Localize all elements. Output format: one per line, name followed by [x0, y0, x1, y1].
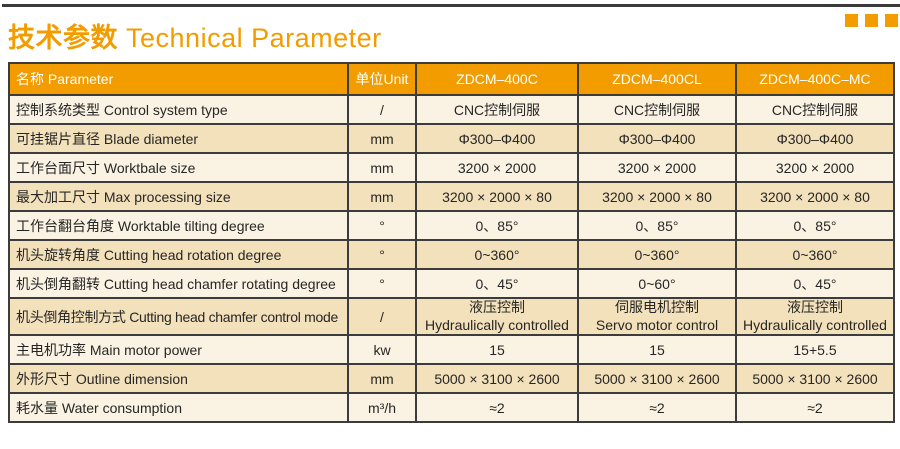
value-cell: 5000 × 3100 × 2600 — [577, 363, 737, 394]
unit-cell: m³/h — [347, 392, 417, 423]
technical-parameter-table: 名称 Parameter 单位Unit ZDCM–400C ZDCM–400CL… — [8, 62, 895, 423]
parameter-cell: 可挂锯片直径 Blade diameter — [8, 123, 349, 154]
value-cell: 3200 × 2000 × 80 — [415, 181, 579, 212]
orange-square-icon — [885, 14, 898, 27]
value-cell: 0、45° — [415, 268, 579, 299]
value-cell: 3200 × 2000 — [735, 152, 895, 183]
table-row: 可挂锯片直径 Blade diameter mm Φ300–Φ400 Φ300–Φ40… — [8, 123, 895, 154]
unit-cell: mm — [347, 363, 417, 394]
value-cell: 15 — [415, 334, 579, 365]
parameter-cell: 外形尺寸 Outline dimension — [8, 363, 349, 394]
parameter-cell: 最大加工尺寸 Max processing size — [8, 181, 349, 212]
value-cell: 0~360° — [577, 239, 737, 270]
page-title: 技术参数 Technical Parameter — [8, 16, 382, 55]
table-row: 机头倒角翻转 Cutting head chamfer rotating deg… — [8, 268, 895, 299]
value-cell: 0、85° — [577, 210, 737, 241]
header-model-zdcm-400c-mc: ZDCM–400C–MC — [735, 62, 895, 96]
orange-square-icon — [845, 14, 858, 27]
unit-cell: / — [347, 94, 417, 125]
table-row: 工作台翻台角度 Worktable tilting degree ° 0、85° 0、… — [8, 210, 895, 241]
value-cell: Φ300–Φ400 — [415, 123, 579, 154]
value-cell: 3200 × 2000 — [415, 152, 579, 183]
header-model-zdcm-400cl: ZDCM–400CL — [577, 62, 737, 96]
unit-cell: kw — [347, 334, 417, 365]
unit-cell: ° — [347, 210, 417, 241]
value-cell: CNC控制伺服 — [415, 94, 579, 125]
value-cell: 0~60° — [577, 268, 737, 299]
orange-square-icon — [865, 14, 878, 27]
value-cell: Φ300–Φ400 — [577, 123, 737, 154]
decor-squares — [845, 14, 898, 27]
value-cell: 液压控制 Hydraulically controlled — [415, 297, 579, 336]
parameter-cell: 控制系统类型 Control system type — [8, 94, 349, 125]
value-cell: ≈2 — [415, 392, 579, 423]
unit-cell: mm — [347, 123, 417, 154]
header-model-zdcm-400c: ZDCM–400C — [415, 62, 579, 96]
unit-cell: mm — [347, 181, 417, 212]
unit-cell: ° — [347, 268, 417, 299]
value-cell: 3200 × 2000 — [577, 152, 737, 183]
value-cell: CNC控制伺服 — [735, 94, 895, 125]
value-cell: CNC控制伺服 — [577, 94, 737, 125]
value-cell: Φ300–Φ400 — [735, 123, 895, 154]
unit-cell: ° — [347, 239, 417, 270]
header-unit: 单位Unit — [347, 62, 417, 96]
value-cell: 15+5.5 — [735, 334, 895, 365]
top-rule — [2, 4, 900, 7]
value-cell: 0~360° — [415, 239, 579, 270]
value-cell: 3200 × 2000 × 80 — [577, 181, 737, 212]
table-row: 工作台面尺寸 Worktbale size mm 3200 × 2000 3200 ×… — [8, 152, 895, 183]
parameter-cell: 工作台翻台角度 Worktable tilting degree — [8, 210, 349, 241]
parameter-cell: 机头倒角翻转 Cutting head chamfer rotating deg… — [8, 268, 349, 299]
parameter-cell: 主电机功率 Main motor power — [8, 334, 349, 365]
parameter-cell: 机头倒角控制方式 Cutting head chamfer control mo… — [8, 297, 349, 336]
unit-cell: / — [347, 297, 417, 336]
value-cell: 5000 × 3100 × 2600 — [415, 363, 579, 394]
unit-cell: mm — [347, 152, 417, 183]
value-cell: 0~360° — [735, 239, 895, 270]
value-cell: 0、85° — [415, 210, 579, 241]
parameter-cell: 机头旋转角度 Cutting head rotation degree — [8, 239, 349, 270]
table-row: 控制系统类型 Control system type / CNC控制伺服 CNC控制伺… — [8, 94, 895, 125]
table-row: 机头旋转角度 Cutting head rotation degree ° 0~36… — [8, 239, 895, 270]
value-cell: ≈2 — [735, 392, 895, 423]
value-cell: ≈2 — [577, 392, 737, 423]
value-cell: 3200 × 2000 × 80 — [735, 181, 895, 212]
parameter-cell: 耗水量 Water consumption — [8, 392, 349, 423]
table-header-row: 名称 Parameter 单位Unit ZDCM–400C ZDCM–400CL… — [8, 62, 895, 96]
value-cell: 伺服电机控制 Servo motor control — [577, 297, 737, 336]
table-body: 控制系统类型 Control system type / CNC控制伺服 CNC控制伺… — [8, 94, 895, 423]
value-cell: 液压控制 Hydraulically controlled — [735, 297, 895, 336]
table-row: 主电机功率 Main motor power kw 15 15 15+5.5 — [8, 334, 895, 365]
header-parameter: 名称 Parameter — [8, 62, 349, 96]
value-cell: 0、85° — [735, 210, 895, 241]
page-title-en: Technical Parameter — [126, 23, 382, 53]
value-cell: 15 — [577, 334, 737, 365]
parameter-cell: 工作台面尺寸 Worktbale size — [8, 152, 349, 183]
value-cell: 5000 × 3100 × 2600 — [735, 363, 895, 394]
table-row: 外形尺寸 Outline dimension mm 5000 × 3100 × 26… — [8, 363, 895, 394]
table-row: 耗水量 Water consumption m³/h ≈2 ≈2 ≈2 — [8, 392, 895, 423]
table-row: 最大加工尺寸 Max processing size mm 3200 × 2000 … — [8, 181, 895, 212]
value-cell: 0、45° — [735, 268, 895, 299]
table-row: 机头倒角控制方式 Cutting head chamfer control mo… — [8, 297, 895, 336]
page-title-cn: 技术参数 — [8, 23, 118, 53]
